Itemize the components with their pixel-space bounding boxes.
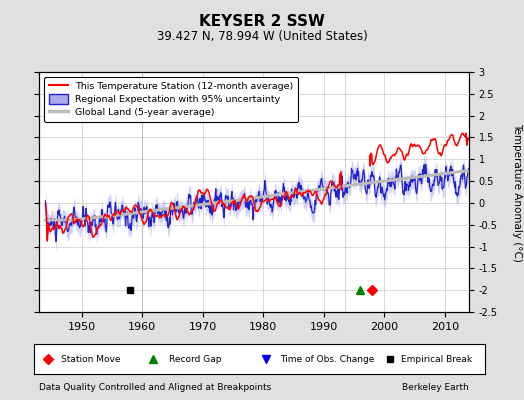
Text: Record Gap: Record Gap (169, 354, 222, 364)
Legend: This Temperature Station (12-month average), Regional Expectation with 95% uncer: This Temperature Station (12-month avera… (44, 77, 298, 122)
Text: Berkeley Earth: Berkeley Earth (402, 383, 469, 392)
Text: Data Quality Controlled and Aligned at Breakpoints: Data Quality Controlled and Aligned at B… (39, 383, 271, 392)
Text: 39.427 N, 78.994 W (United States): 39.427 N, 78.994 W (United States) (157, 30, 367, 43)
Text: Time of Obs. Change: Time of Obs. Change (280, 354, 374, 364)
Y-axis label: Temperature Anomaly (°C): Temperature Anomaly (°C) (511, 122, 521, 262)
Text: Empirical Break: Empirical Break (401, 354, 473, 364)
Text: KEYSER 2 SSW: KEYSER 2 SSW (199, 14, 325, 29)
Text: Station Move: Station Move (61, 354, 121, 364)
